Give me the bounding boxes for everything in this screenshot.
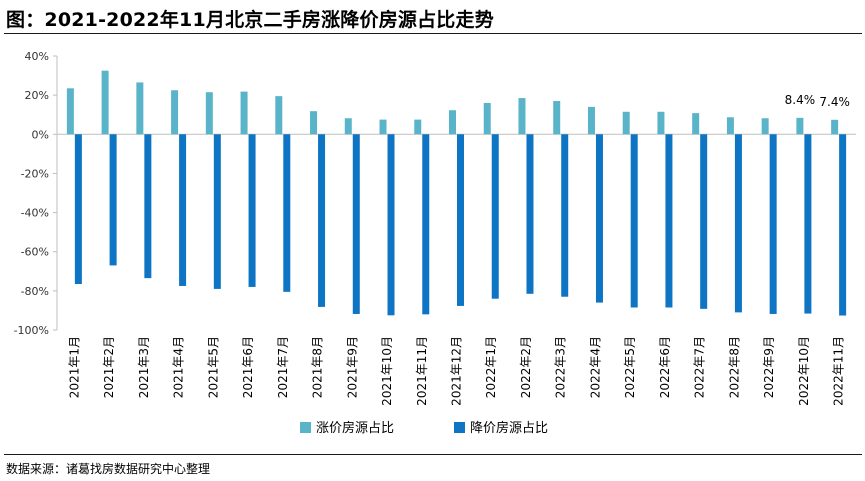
bar-falling [109, 134, 117, 266]
bar-falling [422, 134, 430, 315]
bar-falling [700, 134, 708, 309]
bar-falling [769, 134, 777, 314]
bar-falling [213, 134, 221, 289]
legend-swatch [454, 422, 465, 433]
x-tick-label: 2021年1月 [67, 336, 81, 398]
bar-rising [275, 96, 283, 135]
bar-chart: 40%20%0%-20%-40%-60%-80%-100% 2021年1月 202… [14, 50, 856, 436]
legend-label: 涨价房源占比 [316, 420, 394, 436]
bar-falling [179, 134, 187, 286]
y-tick-label: 40% [25, 50, 49, 63]
bar-falling [491, 134, 499, 299]
bar-rising [101, 70, 109, 135]
x-tick-label: 2021年12月 [450, 336, 464, 406]
bar-falling [734, 134, 742, 313]
source-note: 数据来源：诸葛找房数据研究中心整理 [6, 462, 211, 476]
bar-rising [171, 90, 179, 135]
bar-rising [692, 113, 700, 135]
bar-falling [74, 134, 82, 285]
data-label: 8.4% [785, 93, 816, 107]
x-tick-label: 2022年8月 [727, 336, 741, 398]
data-labels: 8.4% 7.4% [785, 93, 850, 109]
x-tick-label: 2022年2月 [519, 336, 533, 398]
bar-rising [518, 98, 526, 135]
x-tick-label: 2022年9月 [762, 336, 776, 398]
chart-axes [53, 55, 856, 331]
x-tick-label: 2021年2月 [102, 336, 116, 398]
bar-rising [483, 102, 491, 135]
bar-falling [457, 134, 464, 306]
chart-title: 图：2021-2022年11月北京二手房涨降价房源占比走势 [6, 9, 494, 31]
bar-falling [144, 134, 152, 279]
x-tick-label: 2021年7月 [276, 336, 290, 398]
bar-rising [205, 92, 213, 135]
y-tick-labels: 40% 20% 0% -20% -40% -60% -80% -100% [14, 50, 49, 337]
bar-falling [595, 134, 603, 303]
bar-rising [761, 118, 769, 135]
legend-swatch [300, 422, 311, 433]
bar-rising [587, 106, 595, 135]
bar-falling [387, 134, 395, 316]
bar-falling [283, 134, 291, 292]
bar-rising [831, 119, 839, 135]
bar-falling [561, 134, 569, 297]
data-label: 7.4% [819, 95, 850, 109]
bar-rising [622, 111, 630, 135]
y-tick-label: -100% [14, 324, 49, 337]
series-rising-bars [66, 70, 839, 135]
bar-rising [136, 82, 144, 135]
x-tick-label: 2021年5月 [206, 336, 220, 398]
x-tick-label: 2022年6月 [658, 336, 672, 398]
bar-falling [630, 134, 638, 308]
bar-falling [804, 134, 812, 314]
x-tick-label: 2021年6月 [241, 336, 255, 398]
footer-divider [4, 454, 862, 455]
y-tick-label: -60% [21, 246, 49, 259]
bar-rising [449, 110, 456, 135]
x-tick-label: 2021年3月 [137, 336, 151, 398]
bar-rising [796, 117, 804, 135]
bar-falling [665, 134, 673, 308]
bar-rising [553, 101, 561, 135]
x-tick-label: 2022年7月 [693, 336, 707, 398]
x-tick-label: 2021年9月 [345, 336, 359, 398]
bar-rising [310, 111, 318, 135]
bar-falling [318, 134, 326, 307]
x-tick-label: 2021年8月 [311, 336, 325, 398]
y-tick-label: 20% [25, 89, 49, 102]
bar-rising [657, 111, 665, 135]
x-tick-label: 2022年4月 [588, 336, 602, 398]
bar-rising [379, 119, 387, 135]
x-tick-labels: 2021年1月 2021年2月 2021年3月 2021年4月 2021年5月 2021年… [67, 336, 845, 406]
bar-rising [726, 117, 734, 135]
bar-falling [248, 134, 256, 287]
x-tick-label: 2022年1月 [484, 336, 498, 398]
x-tick-label: 2022年5月 [623, 336, 637, 398]
y-tick-label: -80% [21, 285, 49, 298]
bar-rising [240, 91, 248, 135]
bar-rising [66, 88, 74, 135]
y-tick-label: -40% [21, 207, 49, 220]
bar-falling [352, 134, 360, 314]
series-falling-bars [74, 134, 847, 316]
x-tick-label: 2022年11月 [832, 336, 846, 406]
y-tick-label: -20% [21, 167, 49, 180]
bar-falling [839, 134, 847, 316]
x-tick-label: 2021年11月 [415, 336, 429, 406]
legend-label: 降价房源占比 [470, 420, 548, 436]
legend: 涨价房源占比 降价房源占比 [300, 420, 548, 436]
bar-rising [344, 118, 352, 135]
x-tick-label: 2022年10月 [797, 336, 811, 406]
bar-rising [414, 119, 422, 135]
x-tick-label: 2021年4月 [172, 336, 186, 398]
title-divider [4, 33, 862, 34]
bar-falling [526, 134, 534, 294]
x-tick-label: 2022年3月 [554, 336, 568, 398]
y-tick-label: 0% [32, 128, 49, 141]
x-tick-label: 2021年10月 [380, 336, 394, 406]
